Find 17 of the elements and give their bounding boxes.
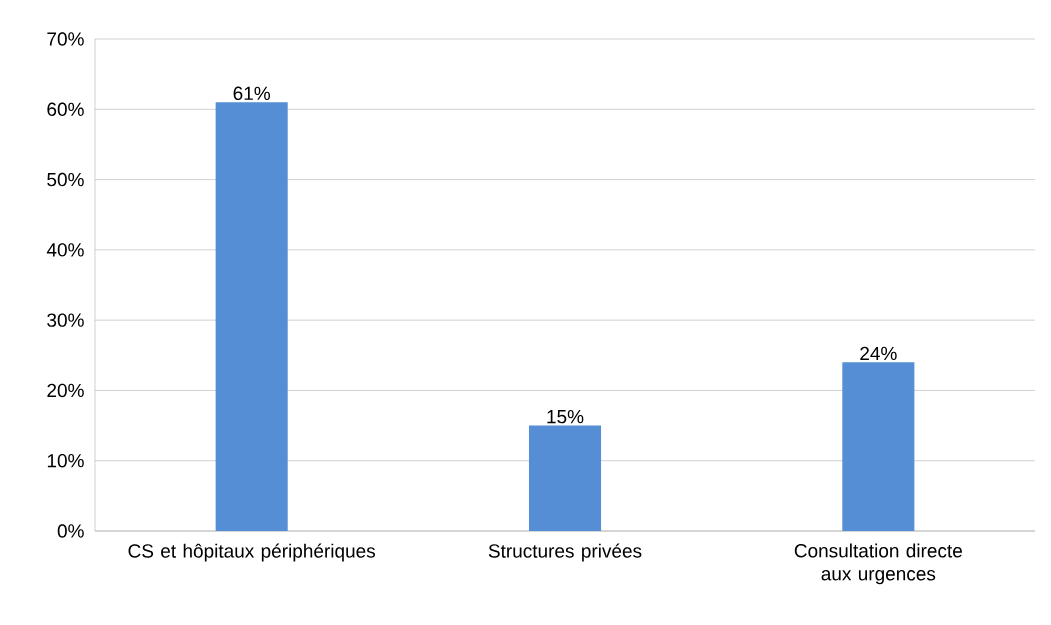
x-tick-label: Structures privées [488, 543, 642, 562]
data-label: 15% [547, 410, 584, 424]
y-tick-label: 0% [57, 524, 84, 538]
y-tick-label: 40% [46, 243, 84, 257]
x-tick-label: CS et hôpitaux périphériques [128, 543, 376, 562]
x-tick-label: Consultation directe aux urgences [794, 543, 962, 585]
y-tick-label: 50% [47, 172, 84, 187]
y-tick-label: 70% [47, 32, 84, 46]
y-tick-label: 60% [47, 102, 84, 117]
y-tick-label: 10% [47, 453, 84, 468]
bar [215, 102, 288, 531]
bar [842, 362, 915, 531]
data-label: 61% [233, 86, 270, 101]
data-label: 24% [860, 346, 897, 361]
y-tick-label: 30% [47, 313, 84, 327]
y-tick-label: 20% [47, 383, 84, 398]
bar [528, 425, 602, 531]
